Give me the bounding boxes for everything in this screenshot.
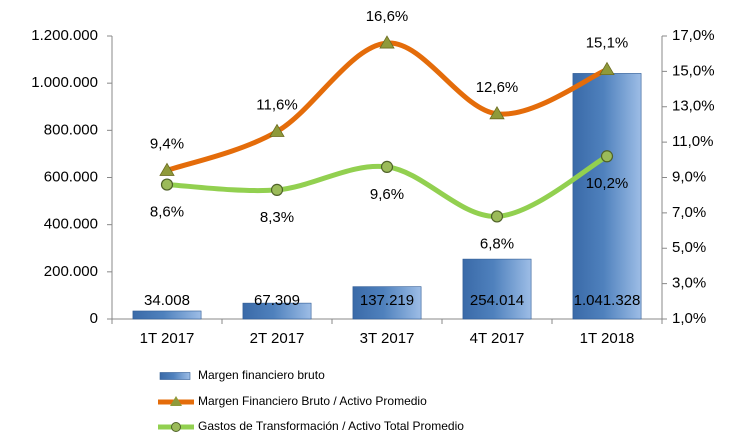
bar xyxy=(242,302,312,320)
bar-value-label: 254.014 xyxy=(470,292,524,309)
line-value-label: 9,6% xyxy=(370,186,404,203)
y-tick-label: 800.000 xyxy=(44,121,98,138)
y2-tick-label: 11,0% xyxy=(672,133,713,150)
line-value-label: 6,8% xyxy=(480,235,514,252)
bar-value-label: 67.309 xyxy=(254,292,300,309)
legend-label: Margen financiero bruto xyxy=(198,368,325,382)
x-tick-label: 1T 2018 xyxy=(580,330,635,347)
line-marker xyxy=(159,162,175,176)
bar xyxy=(132,310,202,320)
legend-label: Gastos de Transformación / Activo Total … xyxy=(198,419,464,432)
bar-value-label: 34.008 xyxy=(144,292,190,309)
x-tick-label: 2T 2017 xyxy=(250,330,305,347)
y-tick-label: 600.000 xyxy=(44,168,98,185)
legend-marker xyxy=(170,396,182,406)
y-tick-label: 0 xyxy=(90,310,98,327)
line-value-label: 10,2% xyxy=(586,175,629,192)
line-marker xyxy=(489,106,505,120)
x-tick-label: 4T 2017 xyxy=(470,330,525,347)
line-value-label: 16,6% xyxy=(366,8,409,25)
y2-tick-label: 17,0% xyxy=(672,27,715,44)
legend-label: Margen Financiero Bruto / Activo Promedi… xyxy=(198,394,427,408)
bar-value-label: 1.041.328 xyxy=(574,292,641,309)
bar-value-label: 137.219 xyxy=(360,292,414,309)
line-value-label: 9,4% xyxy=(150,135,184,152)
line-marker xyxy=(380,160,394,173)
legend-marker xyxy=(171,422,181,432)
y2-tick-label: 15,0% xyxy=(672,62,715,79)
line-marker xyxy=(160,178,174,191)
y-tick-label: 1.200.000 xyxy=(31,27,98,44)
y-tick-label: 1.000.000 xyxy=(31,74,98,91)
y2-tick-label: 5,0% xyxy=(672,239,706,256)
line-marker xyxy=(270,183,284,196)
y2-tick-label: 3,0% xyxy=(672,275,706,292)
line-marker xyxy=(599,61,615,76)
y2-tick-label: 1,0% xyxy=(672,310,706,327)
line xyxy=(164,40,610,173)
y2-tick-label: 7,0% xyxy=(672,204,706,221)
y-tick-label: 400.000 xyxy=(44,216,98,233)
line-marker xyxy=(600,150,614,163)
bar xyxy=(572,73,642,320)
y2-tick-label: 9,0% xyxy=(672,168,706,185)
line-value-label: 8,6% xyxy=(150,204,184,221)
line-value-label: 8,3% xyxy=(260,209,294,226)
line-value-label: 12,6% xyxy=(476,79,519,96)
bar xyxy=(462,258,532,320)
bar xyxy=(352,286,422,320)
line-value-label: 15,1% xyxy=(586,35,629,52)
x-tick-label: 3T 2017 xyxy=(360,330,415,347)
line-value-label: 11,6% xyxy=(256,96,297,113)
y2-tick-label: 13,0% xyxy=(672,98,715,115)
legend-swatch xyxy=(159,372,191,380)
x-tick-label: 1T 2017 xyxy=(140,330,195,347)
y-tick-label: 200.000 xyxy=(44,263,98,280)
line-marker xyxy=(379,35,395,49)
line-marker xyxy=(269,123,285,137)
line-marker xyxy=(490,210,504,223)
